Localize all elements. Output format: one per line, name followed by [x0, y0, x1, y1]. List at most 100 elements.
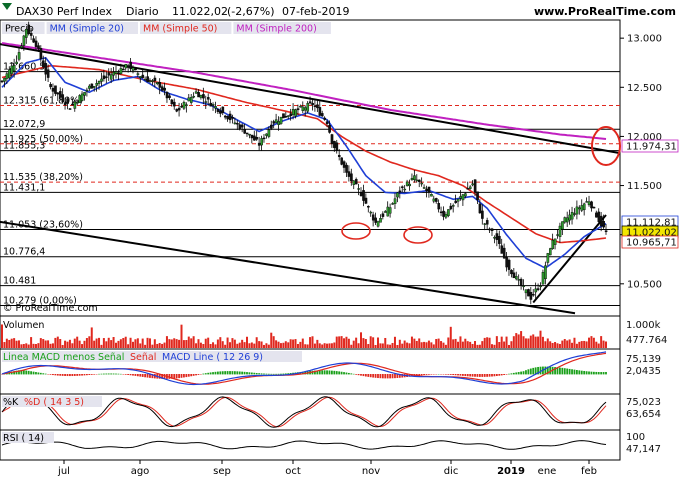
candle-up [97, 81, 101, 84]
candle-down [442, 210, 445, 217]
macd-histogram-bar [10, 371, 13, 375]
macd-histogram-bar [428, 374, 430, 375]
macd-histogram-bar [185, 374, 188, 378]
volume-bar [282, 342, 285, 348]
candle-down [257, 142, 261, 146]
volume-bar [432, 344, 435, 348]
volume-bar [410, 336, 413, 348]
volume-bar [313, 343, 316, 348]
candle-up [304, 107, 307, 111]
candle-down [272, 121, 276, 124]
macd-histogram-bar [559, 367, 561, 375]
volume-bar [241, 339, 244, 348]
legend: Precio MM (Simple 20) MM (Simple 50) MM (Si… [2, 22, 331, 35]
candle-up [8, 69, 11, 79]
macd-histogram-bar [90, 374, 93, 375]
volume-bar [61, 344, 64, 348]
macd-histogram-bar [386, 374, 389, 379]
macd-histogram-bar [132, 374, 134, 376]
volume-bar [3, 342, 6, 348]
candle-up [422, 187, 426, 189]
macd-histogram-bar [345, 372, 348, 375]
macd-histogram-bar [168, 374, 171, 379]
volume-bar [64, 340, 67, 348]
x-label-0: jul [57, 466, 70, 477]
macd-histogram-bar [76, 374, 79, 376]
y-tick-label-2: 12.000 [627, 132, 662, 143]
volume-bar [204, 338, 207, 348]
candle-up [573, 213, 576, 215]
volume-bar [115, 342, 118, 348]
volume-bar [309, 337, 312, 348]
volume-bar [105, 341, 108, 348]
candle-down [270, 124, 273, 129]
candle-down [219, 110, 222, 114]
candle-up [190, 97, 193, 103]
candle-up [83, 92, 86, 96]
x-axis: jul ago sep oct nov dic 2019 ene feb [57, 460, 597, 477]
volume-bar [299, 341, 302, 348]
volume-bar [214, 344, 217, 348]
candle-down [54, 85, 57, 94]
candle-up [563, 217, 567, 223]
macd-histogram-bar [110, 373, 113, 375]
macd-histogram-bar [134, 374, 137, 376]
brand-link[interactable]: www.ProRealTime.com [534, 5, 676, 18]
candle-up [357, 188, 360, 190]
volume-bar [583, 340, 586, 348]
candle-down [250, 134, 254, 139]
volume-bar [469, 341, 472, 348]
volume-bar [131, 341, 134, 348]
candle-down [595, 212, 598, 218]
candles [0, 21, 608, 305]
volume-bar [386, 344, 389, 348]
volume-bar [362, 338, 365, 348]
macd-histogram-bar [243, 371, 246, 375]
volume-bar [231, 338, 234, 348]
macd-histogram-bar [525, 370, 527, 375]
macd-value-1: 75,139 [626, 354, 661, 365]
macd-histogram-bar [464, 374, 467, 377]
candle-up [388, 207, 392, 214]
macd-histogram-bar [107, 373, 110, 375]
volume-bar [161, 343, 164, 348]
candle-up [139, 76, 142, 78]
macd-histogram-bar [314, 370, 316, 375]
volume-bar [515, 333, 518, 348]
right-value-3: 10.965,71 [626, 238, 677, 249]
candle-down [66, 98, 69, 104]
volume-bar [507, 344, 510, 348]
macd-histogram-bar [267, 373, 270, 375]
macd-histogram-bar [190, 374, 193, 377]
volume-bar [345, 336, 348, 348]
candle-down [68, 108, 72, 110]
candle-up [408, 183, 411, 187]
volume-bar [175, 339, 178, 348]
volume-bar [236, 343, 239, 348]
volume-bar [350, 344, 353, 348]
macd-histogram-bar [461, 374, 464, 376]
volume-bar [27, 344, 30, 348]
macd-histogram-bar [330, 370, 333, 375]
volume-bar [73, 338, 76, 348]
macd-histogram-bar [277, 373, 280, 375]
macd-histogram-bar [265, 373, 268, 375]
candle-down [284, 115, 288, 118]
volume-bar [144, 344, 147, 348]
stoch-value-2: 63,654 [626, 409, 661, 420]
candle-down [439, 211, 443, 214]
candle-up [131, 67, 135, 71]
candle-up [156, 82, 159, 85]
macd-histogram-bar [202, 373, 205, 375]
volume-bar [224, 344, 227, 348]
candle-down [478, 203, 482, 214]
volume-bar [360, 332, 363, 348]
candle-up [214, 106, 217, 109]
volume-bar [522, 336, 525, 348]
volume-bar [153, 339, 156, 348]
stoch-value-1: 75,023 [626, 397, 661, 408]
macd-histogram-bar [39, 372, 42, 375]
candle-down [180, 105, 183, 108]
macd-histogram-bar [590, 371, 593, 375]
volume-bar [580, 341, 583, 348]
